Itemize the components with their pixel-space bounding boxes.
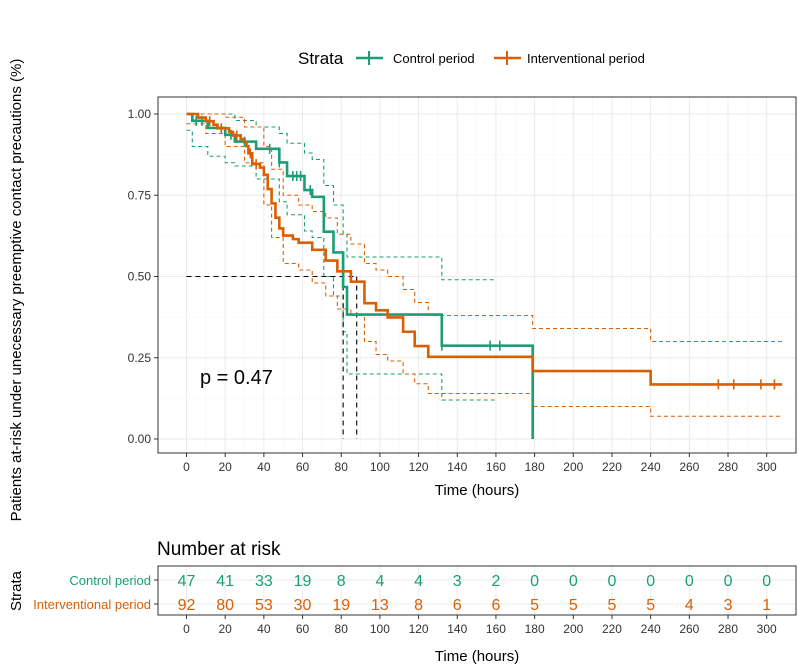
risk-value: 80 [216,597,234,614]
legend-key-interventional [494,51,521,65]
risk-x-tick-label: 60 [296,622,310,636]
risk-x-tick-label: 140 [447,622,467,636]
y-tick-label: 0.50 [128,270,152,284]
x-tick-label: 240 [641,460,661,474]
risk-x-tick-label: 260 [679,622,699,636]
survival-curve-interventional [186,112,783,386]
risk-x-tick-label: 220 [602,622,622,636]
risk-x-tick-label: 160 [486,622,506,636]
x-axis-title: Time (hours) [435,482,519,499]
x-tick-label: 80 [335,460,349,474]
risk-value: 0 [762,573,771,590]
risk-value: 3 [453,573,462,590]
x-tick-label: 280 [718,460,738,474]
risk-value: 19 [294,573,312,590]
risk-value: 6 [453,597,462,614]
ci-lower-interventional [186,123,783,417]
risk-value: 0 [569,573,578,590]
y-tick-label: 1.00 [128,107,152,121]
legend-label-control: Control period [393,51,475,66]
x-tick-label: 0 [183,460,190,474]
risk-value: 13 [371,597,389,614]
x-tick-label: 180 [525,460,545,474]
risk-value: 92 [178,597,196,614]
risk-x-tick-label: 80 [335,622,349,636]
risk-x-tick-label: 280 [718,622,738,636]
y-tick-label: 0.00 [128,432,152,446]
risk-value: 1 [762,597,771,614]
x-tick-label: 20 [219,460,233,474]
risk-table-border [157,565,797,616]
risk-value: 0 [646,573,655,590]
risk-strata-label: Interventional period [33,597,151,612]
plot-border [157,96,797,454]
risk-value: 30 [294,597,312,614]
y-tick-label: 0.75 [128,188,152,202]
risk-value: 5 [569,597,578,614]
risk-table-title: Number at risk [157,539,281,560]
plot-curves [186,112,783,439]
risk-value: 4 [414,573,423,590]
y-axis-title: Patients at-risk under unecessary preemp… [8,59,25,522]
legend-key-control [356,51,383,65]
risk-x-tick-label: 180 [525,622,545,636]
plot-grid [158,97,796,453]
risk-x-tick-label: 200 [563,622,583,636]
risk-value: 19 [332,597,350,614]
p-value: p = 0.47 [200,367,273,389]
risk-table-strata: Control period Interventional period [33,573,158,612]
risk-x-tick-label: 20 [219,622,233,636]
risk-value: 41 [216,573,234,590]
risk-value: 5 [608,597,617,614]
x-tick-label: 40 [257,460,271,474]
x-tick-label: 120 [409,460,429,474]
risk-x-tick-label: 0 [183,622,190,636]
risk-value: 0 [608,573,617,590]
ci-upper-control [186,113,496,281]
risk-x-tick-label: 240 [641,622,661,636]
risk-value: 8 [337,573,346,590]
risk-value: 0 [530,573,539,590]
risk-table-grid [158,566,796,615]
x-tick-label: 260 [679,460,699,474]
risk-value: 53 [255,597,273,614]
risk-x-tick-label: 40 [257,622,271,636]
x-tick-label: 220 [602,460,622,474]
risk-table-values: 47 41 33 19 8 4 4 3 2 0 0 0 0 0 0 092 80 53 30 19 13 8 6 6 5 5 5 5 4… [178,573,772,614]
x-axis: 0 20 40 60 80 100 120 140 160 180 200 220 240 260 280 3… [183,453,777,474]
risk-x-axis-title: Time (hours) [435,648,519,665]
risk-value: 8 [414,597,423,614]
risk-y-axis-title: Strata [8,570,25,611]
risk-value: 3 [724,597,733,614]
risk-value: 2 [491,573,500,590]
risk-value: 5 [530,597,539,614]
risk-value: 0 [724,573,733,590]
legend-title: Strata [298,49,344,68]
ci-lower-control [186,129,496,401]
risk-value: 4 [685,597,694,614]
risk-value: 6 [491,597,500,614]
risk-value: 0 [685,573,694,590]
x-tick-label: 140 [447,460,467,474]
x-tick-label: 200 [563,460,583,474]
risk-x-tick-label: 100 [370,622,390,636]
x-tick-label: 300 [757,460,777,474]
risk-strata-label: Control period [69,573,151,588]
x-tick-label: 100 [370,460,390,474]
x-tick-label: 60 [296,460,310,474]
risk-x-tick-label: 300 [757,622,777,636]
risk-value: 4 [375,573,384,590]
risk-x-axis: 0 20 40 60 80 100 120 140 160 180 200 220 240 260 280 3… [183,615,777,636]
risk-value: 47 [178,573,196,590]
risk-value: 5 [646,597,655,614]
y-tick-label: 0.25 [128,351,152,365]
legend-label-interventional: Interventional period [527,51,645,66]
risk-x-tick-label: 120 [409,622,429,636]
x-tick-label: 160 [486,460,506,474]
risk-value: 33 [255,573,273,590]
legend: Strata Control period Interventional per… [298,49,645,68]
y-axis: 0.00 0.25 0.50 0.75 1.00 [128,107,158,446]
